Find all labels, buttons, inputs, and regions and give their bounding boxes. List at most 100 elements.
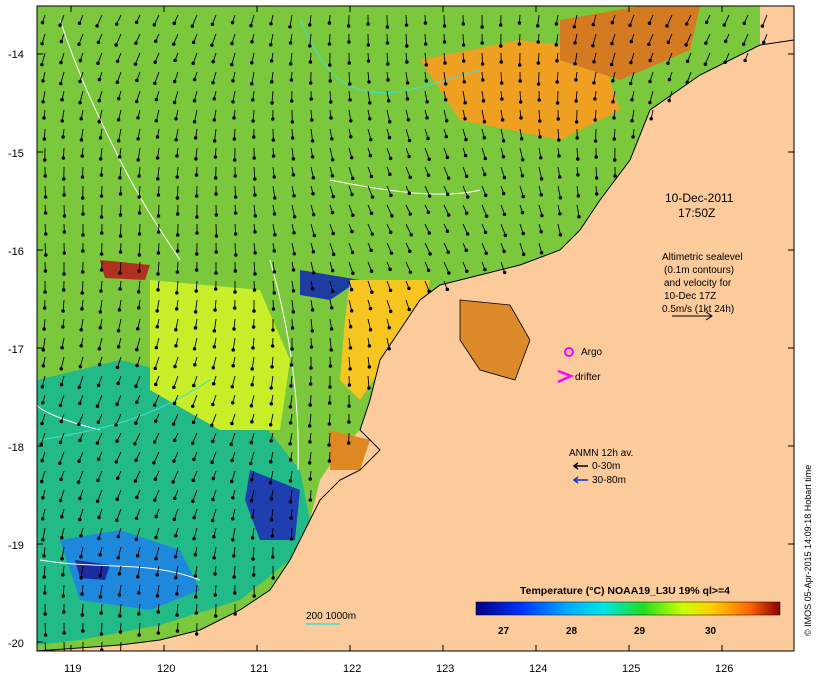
velocity-arrow-head: [173, 364, 177, 369]
velocity-arrow-head: [308, 60, 313, 64]
velocity-arrow-head: [116, 96, 121, 101]
velocity-arrow-head: [137, 211, 142, 215]
velocity-arrow-head: [576, 157, 580, 161]
velocity-arrow-head: [370, 232, 375, 236]
velocity-arrow-head: [520, 173, 525, 178]
velocity-arrow: [538, 166, 543, 179]
velocity-arrow-head: [173, 58, 177, 63]
velocity-arrow-head: [175, 233, 180, 237]
velocity-arrow-head: [369, 137, 373, 142]
velocity-arrow-head: [192, 346, 197, 351]
velocity-arrow: [158, 204, 160, 217]
velocity-arrow: [291, 299, 294, 312]
velocity-arrow-head: [42, 137, 47, 141]
velocity-arrow: [574, 52, 578, 64]
velocity-arrow-head: [272, 249, 277, 253]
velocity-arrow-head: [115, 80, 120, 85]
velocity-arrow-head: [292, 194, 296, 198]
velocity-arrow-head: [368, 327, 373, 332]
velocity-arrow-head: [576, 194, 581, 198]
velocity-arrow-head: [498, 23, 503, 27]
velocity-arrow-head: [114, 423, 118, 427]
velocity-arrow-head: [59, 39, 64, 44]
velocity-arrow-head: [572, 24, 577, 29]
velocity-arrow-head: [387, 325, 392, 330]
velocity-arrow: [41, 470, 46, 482]
velocity-arrow: [538, 204, 543, 216]
velocity-arrow-head: [137, 612, 141, 616]
velocity-arrow: [40, 432, 46, 445]
x-tick-label: 123: [436, 663, 454, 675]
velocity-arrow-head: [370, 290, 374, 295]
velocity-arrow-head: [310, 139, 315, 143]
velocity-arrow-head: [41, 348, 46, 352]
velocity-arrow-head: [213, 593, 218, 597]
velocity-arrow: [270, 33, 274, 45]
velocity-arrow-head: [347, 404, 351, 408]
velocity-arrow-head: [114, 460, 119, 464]
velocity-arrow-head: [555, 80, 559, 84]
velocity-arrow: [367, 375, 370, 389]
velocity-arrow-head: [350, 176, 355, 181]
velocity-arrow-head: [309, 97, 313, 101]
velocity-arrow-head: [191, 40, 196, 45]
velocity-arrow: [291, 147, 294, 159]
y-tick-label: -16: [8, 246, 24, 258]
velocity-arrow: [135, 375, 141, 387]
y-axis: -14 -15 -16 -17 -18 -19 -20: [8, 49, 794, 650]
velocity-arrow-head: [212, 535, 216, 539]
velocity-arrow-head: [153, 498, 157, 502]
velocity-arrow-head: [539, 176, 544, 181]
velocity-arrow: [115, 413, 122, 426]
velocity-arrow-head: [463, 101, 467, 105]
velocity-arrow-head: [328, 79, 332, 83]
velocity-arrow-head: [327, 443, 331, 447]
velocity-arrow-head: [575, 136, 579, 140]
velocity-arrow-head: [308, 440, 312, 444]
velocity-arrow-head: [133, 442, 137, 446]
velocity-arrow: [195, 299, 198, 312]
velocity-arrow: [136, 337, 141, 350]
velocity-arrow: [500, 261, 506, 273]
velocity-arrow-head: [96, 478, 100, 482]
velocity-arrow-head: [231, 100, 235, 104]
velocity-arrow-head: [348, 325, 353, 329]
velocity-arrow-head: [483, 230, 488, 235]
velocity-arrow-head: [611, 79, 615, 83]
velocity-arrow-head: [43, 269, 48, 273]
velocity-arrow-head: [574, 120, 579, 124]
velocity-arrow-head: [368, 153, 373, 158]
velocity-arrow-head: [192, 536, 196, 541]
velocity-arrow-head: [308, 498, 313, 502]
velocity-arrow: [194, 337, 198, 349]
velocity-arrow: [153, 14, 160, 26]
velocity-arrow: [289, 394, 293, 407]
velocity-arrow-head: [519, 116, 523, 120]
velocity-arrow-head: [97, 536, 101, 541]
velocity-arrow-head: [665, 24, 669, 28]
velocity-arrow: [120, 223, 122, 237]
velocity-arrow-head: [172, 100, 177, 105]
velocity-arrow-head: [310, 155, 315, 159]
velocity-arrow: [138, 185, 141, 198]
velocity-arrow-head: [155, 325, 160, 329]
velocity-arrow-head: [175, 613, 179, 617]
velocity-arrow: [424, 242, 431, 255]
velocity-arrow-head: [153, 81, 157, 86]
velocity-arrow: [193, 527, 198, 539]
velocity-arrow-head: [445, 192, 450, 196]
velocity-arrow-head: [517, 42, 522, 46]
velocity-arrow-head: [443, 82, 448, 86]
velocity-arrow: [120, 641, 122, 651]
velocity-arrow-head: [288, 62, 293, 66]
velocity-arrow-head: [43, 211, 48, 215]
velocity-arrow: [135, 527, 141, 540]
velocity-arrow-head: [60, 535, 64, 540]
velocity-arrow-head: [59, 382, 64, 387]
velocity-arrow-head: [444, 134, 449, 139]
velocity-arrow-head: [537, 98, 541, 102]
velocity-arrow-head: [171, 480, 175, 484]
velocity-arrow: [157, 261, 160, 275]
x-tick-label: 126: [715, 663, 733, 675]
velocity-arrow-head: [576, 173, 580, 177]
